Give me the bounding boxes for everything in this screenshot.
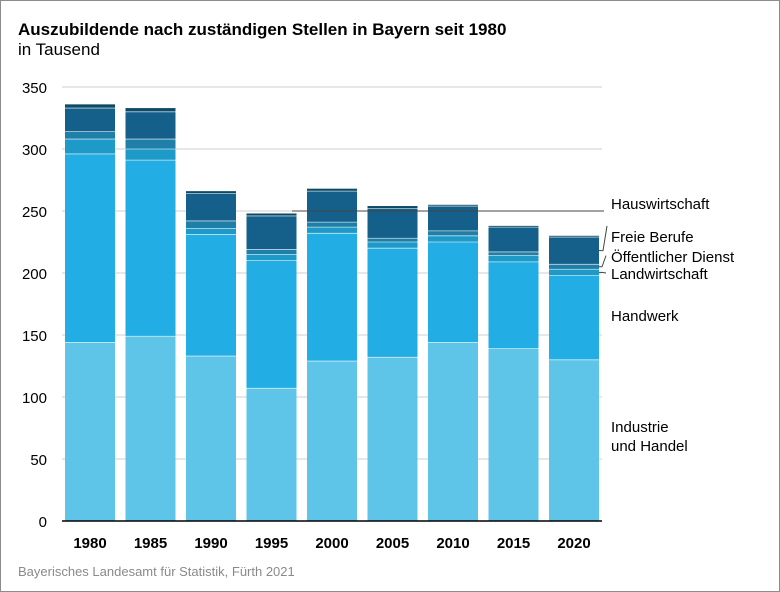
bar-handwerk-2015 xyxy=(488,261,539,349)
x-tick-label-2000: 2000 xyxy=(315,535,348,552)
bar-handwerk-2000 xyxy=(307,233,357,362)
bar-industrie_handel-2015 xyxy=(488,348,539,521)
y-tick-label: 100 xyxy=(22,390,47,407)
y-axis: 0 50 100 150 200 250 300 350 xyxy=(22,80,47,531)
bar-landwirtschaft-2015 xyxy=(488,255,539,262)
bar-oeffentlicher_dienst-1985 xyxy=(125,139,176,149)
bar-handwerk-1980 xyxy=(65,153,115,343)
bar-oeffentlicher_dienst-2010 xyxy=(428,230,478,236)
bar-freie_berufe-2015 xyxy=(488,227,539,252)
bar-freie_berufe-1980 xyxy=(65,108,115,132)
bar-landwirtschaft-2010 xyxy=(428,235,478,242)
bar-freie_berufe-1990 xyxy=(186,193,236,221)
bar-industrie_handel-2005 xyxy=(367,357,418,521)
legend-label-oeffentlicher_dienst: Öffentlicher Dienst xyxy=(611,248,735,266)
bar-hauswirtschaft-1990 xyxy=(186,191,236,194)
bar-hauswirtschaft-2000 xyxy=(307,188,357,192)
legend-label-industrie_handel: Industrie xyxy=(611,419,669,436)
x-tick-label-2005: 2005 xyxy=(376,535,409,552)
y-tick-label: 350 xyxy=(22,80,47,97)
bar-handwerk-1990 xyxy=(186,234,236,357)
x-tick-label-2015: 2015 xyxy=(497,535,530,552)
source-note: Bayerisches Landesamt für Statistik, Für… xyxy=(18,564,295,579)
y-tick-label: 200 xyxy=(22,266,47,283)
bar-freie_berufe-2020 xyxy=(549,237,599,265)
y-tick-label: 300 xyxy=(22,142,47,159)
legend-label-hauswirtschaft: Hauswirtschaft xyxy=(611,196,710,213)
bar-handwerk-2020 xyxy=(549,275,599,360)
bar-oeffentlicher_dienst-1990 xyxy=(186,220,236,229)
bar-handwerk-2005 xyxy=(367,248,418,358)
bar-handwerk-1985 xyxy=(125,160,176,337)
x-tick-label-1990: 1990 xyxy=(194,535,227,552)
bar-landwirtschaft-2005 xyxy=(367,242,418,249)
legend-label-freie_berufe: Freie Berufe xyxy=(611,229,694,246)
y-tick-label: 250 xyxy=(22,204,47,221)
legend: Industrie und Handel Handwerk Landwirtschaf… xyxy=(292,196,735,455)
bar-handwerk-1995 xyxy=(246,260,297,389)
x-tick-label-2010: 2010 xyxy=(436,535,469,552)
x-tick-label-2020: 2020 xyxy=(557,535,590,552)
bar-landwirtschaft-1995 xyxy=(246,254,297,261)
bar-freie_berufe-1985 xyxy=(125,111,176,140)
bar-hauswirtschaft-2010 xyxy=(428,204,478,207)
bar-hauswirtschaft-1985 xyxy=(125,108,176,112)
bar-industrie_handel-2010 xyxy=(428,342,478,521)
bar-freie_berufe-1995 xyxy=(246,215,297,250)
bar-industrie_handel-1980 xyxy=(65,342,115,521)
bar-oeffentlicher_dienst-2005 xyxy=(367,238,418,242)
bar-oeffentlicher_dienst-2020 xyxy=(549,264,599,270)
bar-oeffentlicher_dienst-2000 xyxy=(307,222,357,228)
bar-hauswirtschaft-2015 xyxy=(488,225,539,228)
x-axis: 1980 1985 1990 1995 2000 2005 2010 2015 2020 xyxy=(62,520,602,552)
bar-industrie_handel-1995 xyxy=(246,388,297,521)
bar-freie_berufe-2010 xyxy=(428,206,478,231)
bar-landwirtschaft-1980 xyxy=(65,139,115,154)
x-tick-label-1985: 1985 xyxy=(134,535,167,552)
x-tick-label-1980: 1980 xyxy=(73,535,106,552)
bar-hauswirtschaft-2005 xyxy=(367,206,418,209)
x-tick-label-1995: 1995 xyxy=(255,535,288,552)
bar-oeffentlicher_dienst-1980 xyxy=(65,131,115,140)
bar-hauswirtschaft-1995 xyxy=(246,213,297,216)
y-tick-label: 150 xyxy=(22,328,47,345)
leader-line-landwirtschaft xyxy=(599,271,607,274)
legend-label-industrie_handel: und Handel xyxy=(611,438,688,455)
leader-line-oeffentlicher-dienst xyxy=(599,255,607,268)
bar-hauswirtschaft-2020 xyxy=(549,235,599,238)
bar-industrie_handel-2020 xyxy=(549,359,599,521)
chart-title: Auszubildende nach zuständigen Stellen i… xyxy=(18,20,507,39)
bar-freie_berufe-2000 xyxy=(307,191,357,223)
bar-handwerk-2010 xyxy=(428,242,478,343)
legend-label-handwerk: Handwerk xyxy=(611,308,679,325)
bar-industrie_handel-2000 xyxy=(307,361,357,521)
bar-oeffentlicher_dienst-1995 xyxy=(246,249,297,255)
bar-freie_berufe-2005 xyxy=(367,208,418,239)
bars xyxy=(65,104,599,521)
bar-landwirtschaft-2020 xyxy=(549,269,599,276)
chart-subtitle: in Tausend xyxy=(18,40,100,59)
bar-landwirtschaft-2000 xyxy=(307,227,357,234)
bar-landwirtschaft-1990 xyxy=(186,228,236,235)
bar-oeffentlicher_dienst-2015 xyxy=(488,251,539,256)
leader-line-freie-berufe xyxy=(599,225,608,252)
bar-hauswirtschaft-1980 xyxy=(65,104,115,109)
bar-industrie_handel-1985 xyxy=(125,336,176,521)
y-tick-label: 50 xyxy=(30,452,47,469)
bar-landwirtschaft-1985 xyxy=(125,149,176,161)
y-tick-label: 0 xyxy=(39,514,47,531)
bar-industrie_handel-1990 xyxy=(186,356,236,521)
legend-label-landwirtschaft: Landwirtschaft xyxy=(611,266,709,283)
